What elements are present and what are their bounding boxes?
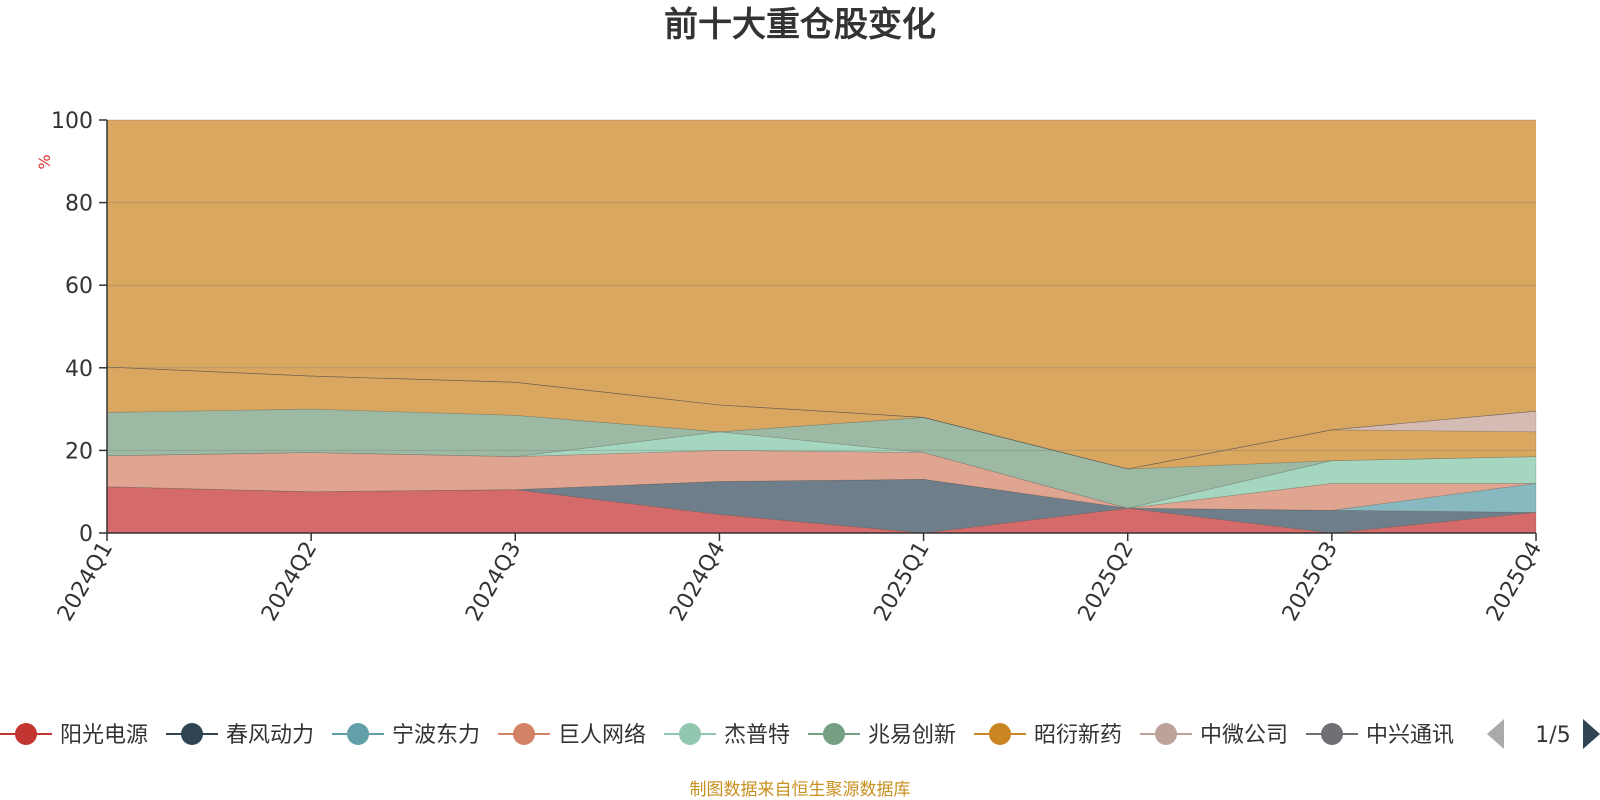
legend-items: 阳光电源 春风动力 宁波东力 巨人网络 杰普特 兆易创新 昭衍新药 中微公司 中兴通讯 bbox=[0, 723, 1454, 748]
legend-marker-6 bbox=[989, 723, 1011, 745]
x-tick-label-7: 2025Q4 bbox=[1482, 538, 1547, 626]
x-tick-label-6: 2025Q3 bbox=[1278, 538, 1343, 626]
legend: 阳光电源 春风动力 宁波东力 巨人网络 杰普特 兆易创新 昭衍新药 中微公司 中兴通讯 1/5 bbox=[0, 719, 1600, 749]
legend-item-1[interactable]: 春风动力 bbox=[166, 723, 314, 748]
legend-label-3: 巨人网络 bbox=[558, 723, 646, 748]
area-series-6 bbox=[106, 366, 1537, 470]
legend-item-7[interactable]: 中微公司 bbox=[1140, 723, 1288, 748]
legend-label-1: 春风动力 bbox=[226, 723, 314, 748]
legend-item-3[interactable]: 巨人网络 bbox=[498, 723, 646, 748]
x-tick-label-3: 2024Q4 bbox=[665, 538, 730, 626]
area-series-7 bbox=[106, 366, 1537, 470]
legend-label-4: 杰普特 bbox=[724, 723, 790, 748]
x-tick-label-4: 2025Q1 bbox=[869, 538, 934, 626]
legend-label-0: 阳光电源 bbox=[60, 723, 148, 748]
grid-lines bbox=[107, 119, 1536, 451]
legend-label-8: 中兴通讯 bbox=[1366, 723, 1454, 748]
legend-prev-page-icon[interactable] bbox=[1487, 719, 1504, 749]
x-tick-label-0: 2024Q1 bbox=[53, 538, 118, 626]
x-tick-label-2: 2024Q3 bbox=[461, 538, 526, 626]
legend-label-7: 中微公司 bbox=[1200, 723, 1288, 748]
legend-item-6[interactable]: 昭衍新药 bbox=[974, 723, 1122, 748]
legend-item-2[interactable]: 宁波东力 bbox=[332, 723, 480, 748]
y-tick-label-3: 60 bbox=[65, 274, 93, 299]
legend-item-5[interactable]: 兆易创新 bbox=[808, 723, 956, 748]
y-tick-label-1: 20 bbox=[65, 439, 93, 464]
legend-item-0[interactable]: 阳光电源 bbox=[0, 723, 148, 748]
data-source-note: 制图数据来自恒生聚源数据库 bbox=[690, 780, 911, 800]
area-series-4 bbox=[106, 431, 1537, 509]
area-series-9 bbox=[106, 366, 1537, 470]
y-axis-unit: % bbox=[35, 154, 54, 169]
legend-marker-7 bbox=[1155, 723, 1177, 745]
legend-marker-3 bbox=[513, 723, 535, 745]
legend-marker-8 bbox=[1321, 723, 1343, 745]
legend-page-indicator: 1/5 bbox=[1535, 723, 1570, 748]
legend-label-5: 兆易创新 bbox=[868, 723, 956, 748]
y-tick-label-4: 80 bbox=[65, 192, 93, 217]
legend-marker-0 bbox=[15, 723, 37, 745]
y-tick-label-0: 0 bbox=[79, 522, 93, 547]
legend-next-page-icon[interactable] bbox=[1583, 719, 1600, 749]
legend-item-8[interactable]: 中兴通讯 bbox=[1306, 723, 1454, 748]
legend-marker-2 bbox=[347, 723, 369, 745]
legend-marker-1 bbox=[181, 723, 203, 745]
legend-marker-4 bbox=[679, 723, 701, 745]
y-tick-label-2: 40 bbox=[65, 357, 93, 382]
x-tick-label-5: 2025Q2 bbox=[1074, 538, 1139, 626]
x-tick-label-1: 2024Q2 bbox=[257, 538, 322, 626]
legend-label-6: 昭衍新药 bbox=[1034, 723, 1122, 748]
legend-label-2: 宁波东力 bbox=[392, 723, 480, 748]
plot-area bbox=[106, 120, 1537, 534]
legend-item-4[interactable]: 杰普特 bbox=[664, 723, 790, 748]
legend-marker-5 bbox=[823, 723, 845, 745]
chart-title: 前十大重仓股变化 bbox=[664, 5, 936, 45]
y-tick-label-5: 100 bbox=[51, 109, 93, 134]
